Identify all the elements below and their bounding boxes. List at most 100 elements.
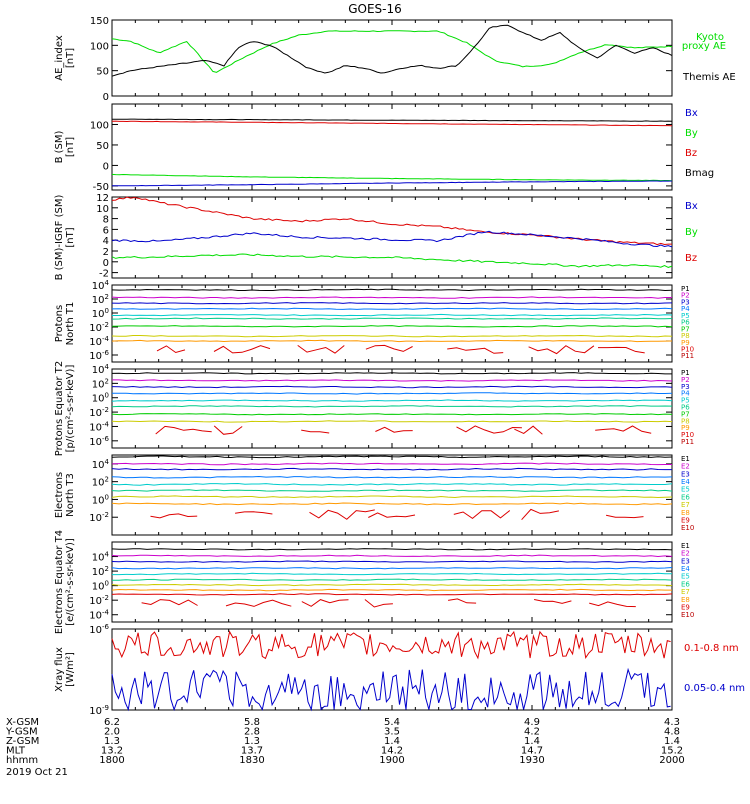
y-tick-label: 4 [103,236,109,247]
legend-item: Themis AE [682,72,736,83]
x-row-value: 14.2 [381,746,403,757]
legend-item: P6 [681,319,690,327]
sparse-channel-line [141,599,198,606]
y-axis-label: [e/(cm²-s-sr-keV)] [65,538,76,626]
sparse-channel-line [297,344,345,354]
y-axis-label: North T1 [65,302,76,346]
legend-item: E7 [681,501,690,509]
y-axis-label: Protons [54,305,65,342]
y-tick-label: 10-6 [89,623,109,636]
sparse-channel-line [598,346,645,354]
x-row-value: 13.2 [101,746,123,757]
x-row-value: 1900 [379,755,404,766]
y-tick-label: 10-4 [89,335,109,348]
series-line [111,120,673,127]
y-axis-label: Protons Equator T2 [54,361,65,457]
panel-frame [111,103,673,191]
legend-item: Bx [685,201,698,212]
y-tick-label: 100 [92,493,109,506]
x-row-value: 1.3 [244,736,260,747]
legend-item: P7 [681,325,690,333]
legend-item: E6 [681,580,690,588]
legend-item: P11 [681,438,694,446]
channel-line [112,392,673,395]
x-row-value: 4.8 [664,727,680,738]
channel-line [111,302,673,305]
y-tick-label: 100 [92,580,109,593]
sparse-channel-line [533,599,572,604]
y-tick-label: 10-9 [89,704,109,717]
legend-item: P11 [681,352,694,360]
y-tick-label: 0 [103,92,109,103]
y-tick-label: 100 [92,392,109,405]
sparse-channel-line [375,426,413,433]
panel-et3: 104 102 100 10-2 Electrons North T3 E1E2E3E4E5… [54,454,694,536]
legend-item: E8 [681,596,690,604]
legend-item: E9 [681,516,690,524]
y-tick-label: 102 [92,565,109,578]
channel-line [111,339,673,343]
y-axis-label: B (SM)-IGRF (SM) [54,195,65,281]
y-tick-label: 100 [90,120,109,131]
channel-line [112,313,673,317]
y-tick-label: 10-2 [89,321,109,334]
y-tick-label: 102 [92,293,109,306]
sparse-channel-line [213,425,243,435]
x-row-value: 2.0 [104,727,120,738]
y-tick-label: 100 [90,41,109,52]
channel-line [111,475,673,479]
sparse-channel-line [309,509,375,520]
y-tick-label: 10-4 [89,420,109,433]
channel-line [111,385,673,389]
channel-line [112,578,673,581]
sparse-channel-line [235,511,273,515]
legend-item: E3 [681,557,690,565]
channel-line [111,288,673,292]
x-row-label: Z-GSM [6,736,39,747]
legend-item: P5 [681,312,690,320]
legend-item: E4 [681,478,690,486]
channel-line [111,548,673,551]
x-row-value: 15.2 [661,746,683,757]
channel-line [112,572,672,576]
y-tick-label: 8 [103,215,109,226]
channel-line [111,405,673,408]
legend-item: By [685,227,698,238]
channel-line [111,482,673,486]
y-tick-label: 104 [92,551,110,564]
x-row-label: X-GSM [6,717,39,728]
channel-line [111,296,672,299]
legend-item: P5 [681,397,690,405]
y-tick-label: 50 [96,67,109,78]
channel-line [111,307,673,311]
legend-item: proxy AE [682,41,726,52]
y-tick-label: 50 [96,141,109,152]
channel-line [111,593,673,596]
legend-item: 0.05-0.4 nm [684,683,745,694]
channel-line [111,560,673,563]
y-tick-label: 10-2 [89,511,109,524]
series-line [112,118,673,122]
sparse-channel-line [156,345,186,354]
x-row-value: 2.8 [244,727,260,738]
sparse-channel-line [589,601,636,608]
sparse-channel-line [605,514,644,519]
channel-line [111,554,673,558]
x-row-value: 4.9 [524,717,540,728]
x-row-value: 1.4 [384,736,400,747]
sparse-channel-line [456,425,522,434]
sparse-channel-line [521,508,559,521]
panel-xray: 10-6 10-9 Xray flux [W/m²] 0.1-0.8 nm 0.05-0.… [54,623,745,717]
sparse-channel-line [225,599,292,607]
channel-line [112,379,673,382]
legend-item: E3 [681,470,690,478]
x-row-label: hhmm [6,755,38,766]
y-tick-label: 2 [103,247,109,258]
series-line [111,173,673,182]
legend-item: Bx [685,108,698,119]
legend-item: Bmag [685,168,714,179]
channel-line [111,399,673,402]
